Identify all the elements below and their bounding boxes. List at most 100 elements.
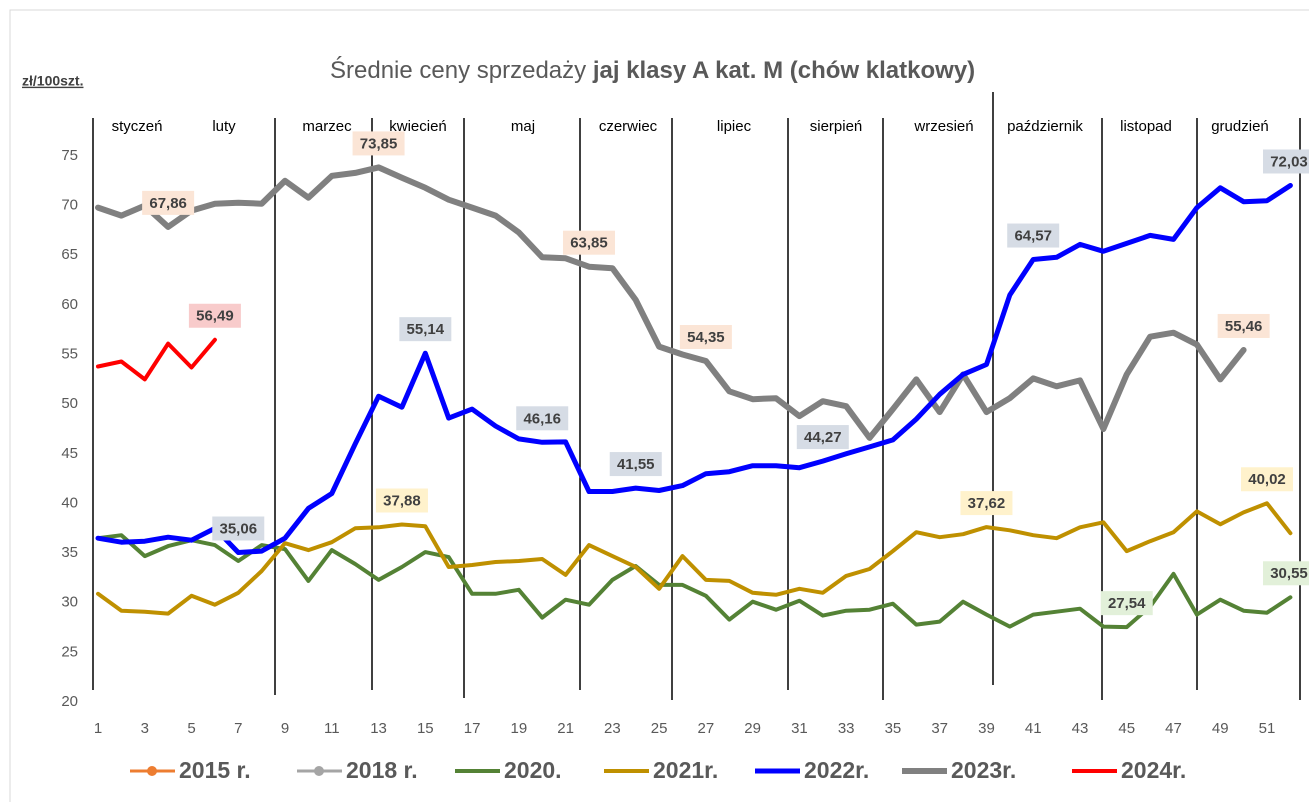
- data-label-bg: [609, 452, 662, 477]
- y-tick-label: 25: [61, 643, 78, 660]
- y-tick-label: 30: [61, 594, 78, 611]
- y-tick-label: 65: [61, 246, 78, 263]
- data-label-bg: [1007, 223, 1060, 248]
- data-label: 54,35: [687, 329, 725, 346]
- x-tick-label: 45: [1118, 720, 1135, 737]
- legend-label: 2022r.: [804, 757, 869, 783]
- data-label: 37,62: [968, 495, 1006, 512]
- x-tick-label: 29: [744, 720, 761, 737]
- month-label: wrzesień: [913, 118, 973, 135]
- x-tick-label: 37: [931, 720, 948, 737]
- x-tick-label: 49: [1212, 720, 1229, 737]
- x-tick-label: 23: [604, 720, 621, 737]
- legend-label: 2024r.: [1121, 757, 1186, 783]
- month-label: marzec: [302, 118, 352, 135]
- y-tick-label: 60: [61, 296, 78, 313]
- legend-marker: [314, 766, 324, 776]
- data-label-bg: [188, 303, 241, 328]
- x-tick-label: 7: [234, 720, 242, 737]
- legend-label: 2023r.: [951, 757, 1016, 783]
- month-label: czerwiec: [599, 118, 658, 135]
- month-label: grudzień: [1211, 118, 1269, 135]
- month-label: kwiecień: [389, 118, 447, 135]
- data-label: 64,57: [1014, 228, 1052, 245]
- data-label-bg: [1263, 149, 1309, 174]
- x-tick-label: 25: [651, 720, 668, 737]
- data-label-bg: [375, 488, 428, 513]
- data-label-bg: [516, 406, 569, 431]
- y-axis-label: zł/100szt.: [22, 73, 83, 89]
- series-line: [95, 183, 1293, 555]
- month-label: maj: [511, 118, 535, 135]
- data-label-bg: [679, 324, 732, 349]
- x-tick-label: 35: [885, 720, 902, 737]
- x-tick-label: 11: [324, 720, 340, 737]
- chart-title: Średnie ceny sprzedaży jaj klasy A kat. …: [330, 56, 975, 84]
- data-label: 55,46: [1225, 318, 1263, 335]
- data-label: 27,54: [1108, 595, 1146, 612]
- legend-label: 2021r.: [653, 757, 718, 783]
- y-tick-label: 45: [61, 445, 78, 462]
- series-line: [95, 164, 1247, 441]
- data-label: 46,16: [523, 410, 561, 427]
- x-tick-label: 15: [417, 720, 434, 737]
- data-label-bg: [1263, 561, 1309, 586]
- data-label-bg: [796, 425, 849, 450]
- y-tick-label: 50: [61, 395, 78, 412]
- data-label: 73,85: [360, 135, 398, 152]
- x-tick-label: 5: [187, 720, 195, 737]
- data-label: 30,55: [1270, 565, 1308, 582]
- data-label: 37,88: [383, 492, 421, 509]
- legend-label: 2015 r.: [179, 757, 251, 783]
- data-label: 55,14: [407, 321, 445, 338]
- data-label: 41,55: [617, 456, 655, 473]
- x-tick-label: 47: [1165, 720, 1182, 737]
- data-label: 56,49: [196, 308, 234, 325]
- x-tick-label: 9: [281, 720, 289, 737]
- data-label-bg: [960, 491, 1013, 516]
- series-line: [96, 337, 217, 382]
- month-label: styczeń: [112, 118, 163, 135]
- data-label-bg: [212, 516, 265, 541]
- x-tick-label: 41: [1025, 720, 1042, 737]
- data-label-bg: [1217, 313, 1270, 338]
- data-label: 44,27: [804, 429, 842, 446]
- y-tick-label: 75: [61, 147, 78, 164]
- legend-marker: [147, 766, 157, 776]
- x-tick-label: 21: [557, 720, 574, 737]
- data-label: 72,03: [1270, 153, 1308, 170]
- x-tick-label: 51: [1259, 720, 1276, 737]
- title-part: Średnie ceny sprzedaży: [330, 56, 593, 84]
- x-tick-label: 31: [791, 720, 808, 737]
- data-label: 40,02: [1248, 471, 1286, 488]
- month-label: październik: [1007, 118, 1083, 135]
- x-tick-label: 13: [370, 720, 387, 737]
- data-label-bg: [399, 317, 452, 342]
- x-tick-label: 39: [978, 720, 995, 737]
- legend-label: 2020.: [504, 757, 562, 783]
- month-label: sierpień: [810, 118, 863, 135]
- x-tick-label: 33: [838, 720, 855, 737]
- series-line: [96, 533, 1293, 630]
- data-label: 35,06: [220, 520, 258, 537]
- x-tick-label: 3: [141, 720, 149, 737]
- data-label-bg: [352, 131, 405, 156]
- month-label: listopad: [1120, 118, 1172, 135]
- y-tick-label: 35: [61, 544, 78, 561]
- y-tick-label: 55: [61, 346, 78, 363]
- data-label-bg: [142, 190, 195, 215]
- data-label-bg: [562, 230, 615, 255]
- x-tick-label: 17: [464, 720, 481, 737]
- y-tick-label: 20: [61, 693, 78, 710]
- x-tick-label: 19: [511, 720, 528, 737]
- legend-label: 2018 r.: [346, 757, 418, 783]
- x-tick-label: 1: [94, 720, 102, 737]
- y-tick-label: 40: [61, 494, 78, 511]
- data-label-bg: [1241, 467, 1294, 492]
- x-tick-label: 27: [698, 720, 715, 737]
- data-label: 63,85: [570, 235, 608, 252]
- series-line: [96, 501, 1293, 616]
- title-bold-part: jaj klasy A kat. M (chów klatkowy): [592, 57, 975, 84]
